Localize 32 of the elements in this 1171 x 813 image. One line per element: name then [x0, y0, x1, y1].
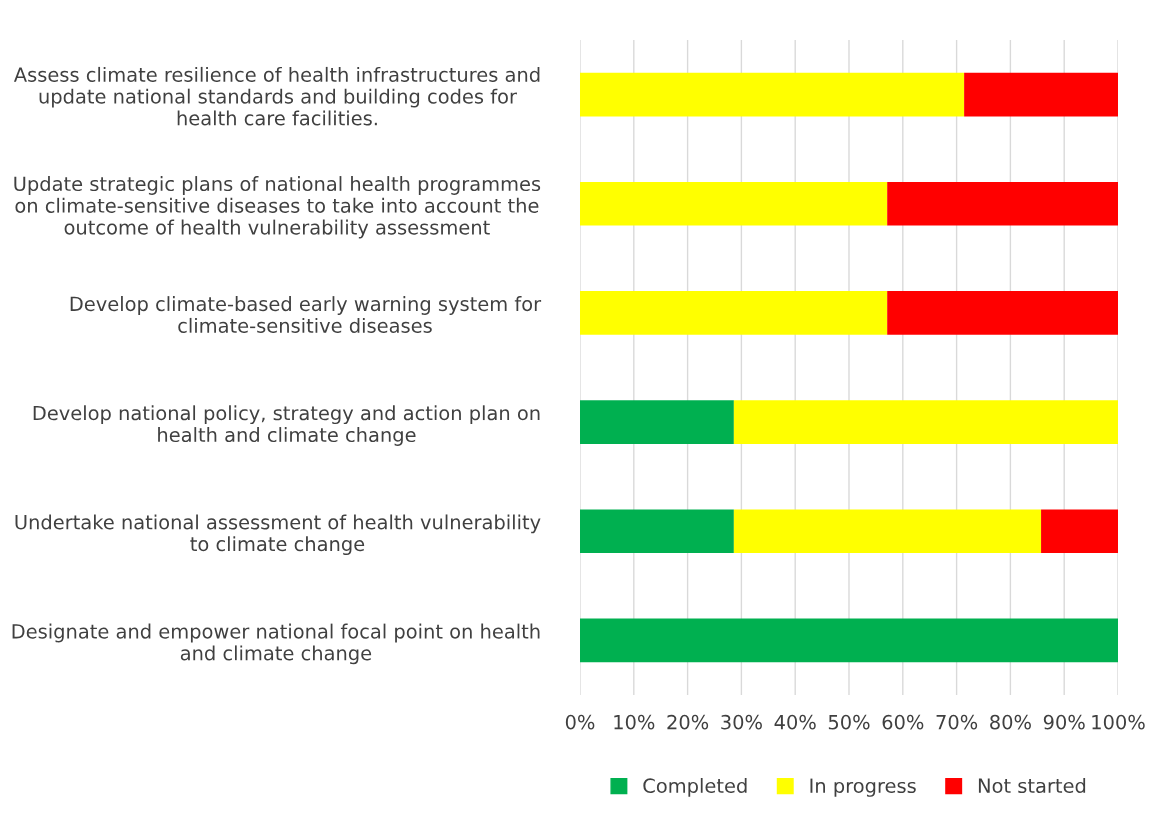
bar: [580, 72, 965, 117]
bar: [1041, 509, 1118, 554]
x-tick-label: 50%: [828, 714, 870, 730]
x-tick-label: 70%: [936, 714, 978, 730]
y-tick-label: Update strategic plans of national health programmes on climate-sensitive diseases to take into account the outcome of health vulnerability assessment: [14, 176, 541, 239]
bar: [580, 181, 888, 226]
bar: [733, 400, 1118, 444]
bar: [580, 291, 888, 335]
bar: [964, 72, 1118, 117]
x-tick-label: 20%: [667, 714, 709, 730]
x-tick-label: 90%: [1043, 714, 1085, 730]
bar: [580, 400, 734, 444]
x-tick-label: 40%: [774, 714, 816, 730]
x-tick-label: 60%: [882, 714, 924, 730]
y-tick-label: Assess climate resilience of health infrastructures and update national standards and building codes for health care facilities.: [13, 66, 540, 126]
x-tick-label: 100%: [1092, 714, 1145, 730]
legend-label: Not started: [978, 778, 1086, 794]
bar: [580, 618, 1118, 663]
y-tick-label: Develop climate-based early warning system for climate-sensitive diseases: [70, 296, 542, 333]
y-tick-label: Develop national policy, strategy and action plan on health and climate change: [33, 405, 540, 446]
x-tick-label: 80%: [990, 714, 1031, 730]
bar: [580, 509, 734, 554]
bar: [887, 181, 1118, 226]
bar: [887, 291, 1118, 335]
x-tick-label: 10%: [614, 714, 655, 730]
legend-label: In progress: [810, 778, 916, 797]
bar: [733, 509, 1042, 554]
x-tick-label: 30%: [721, 714, 762, 730]
legend-label: Completed: [643, 778, 747, 797]
x-tick-label: 0%: [565, 714, 595, 730]
y-tick-label: Undertake national assessment of health vulnerability to climate change: [15, 514, 541, 556]
y-tick-label: Designate and empower national focal point on health and climate change: [12, 623, 540, 665]
